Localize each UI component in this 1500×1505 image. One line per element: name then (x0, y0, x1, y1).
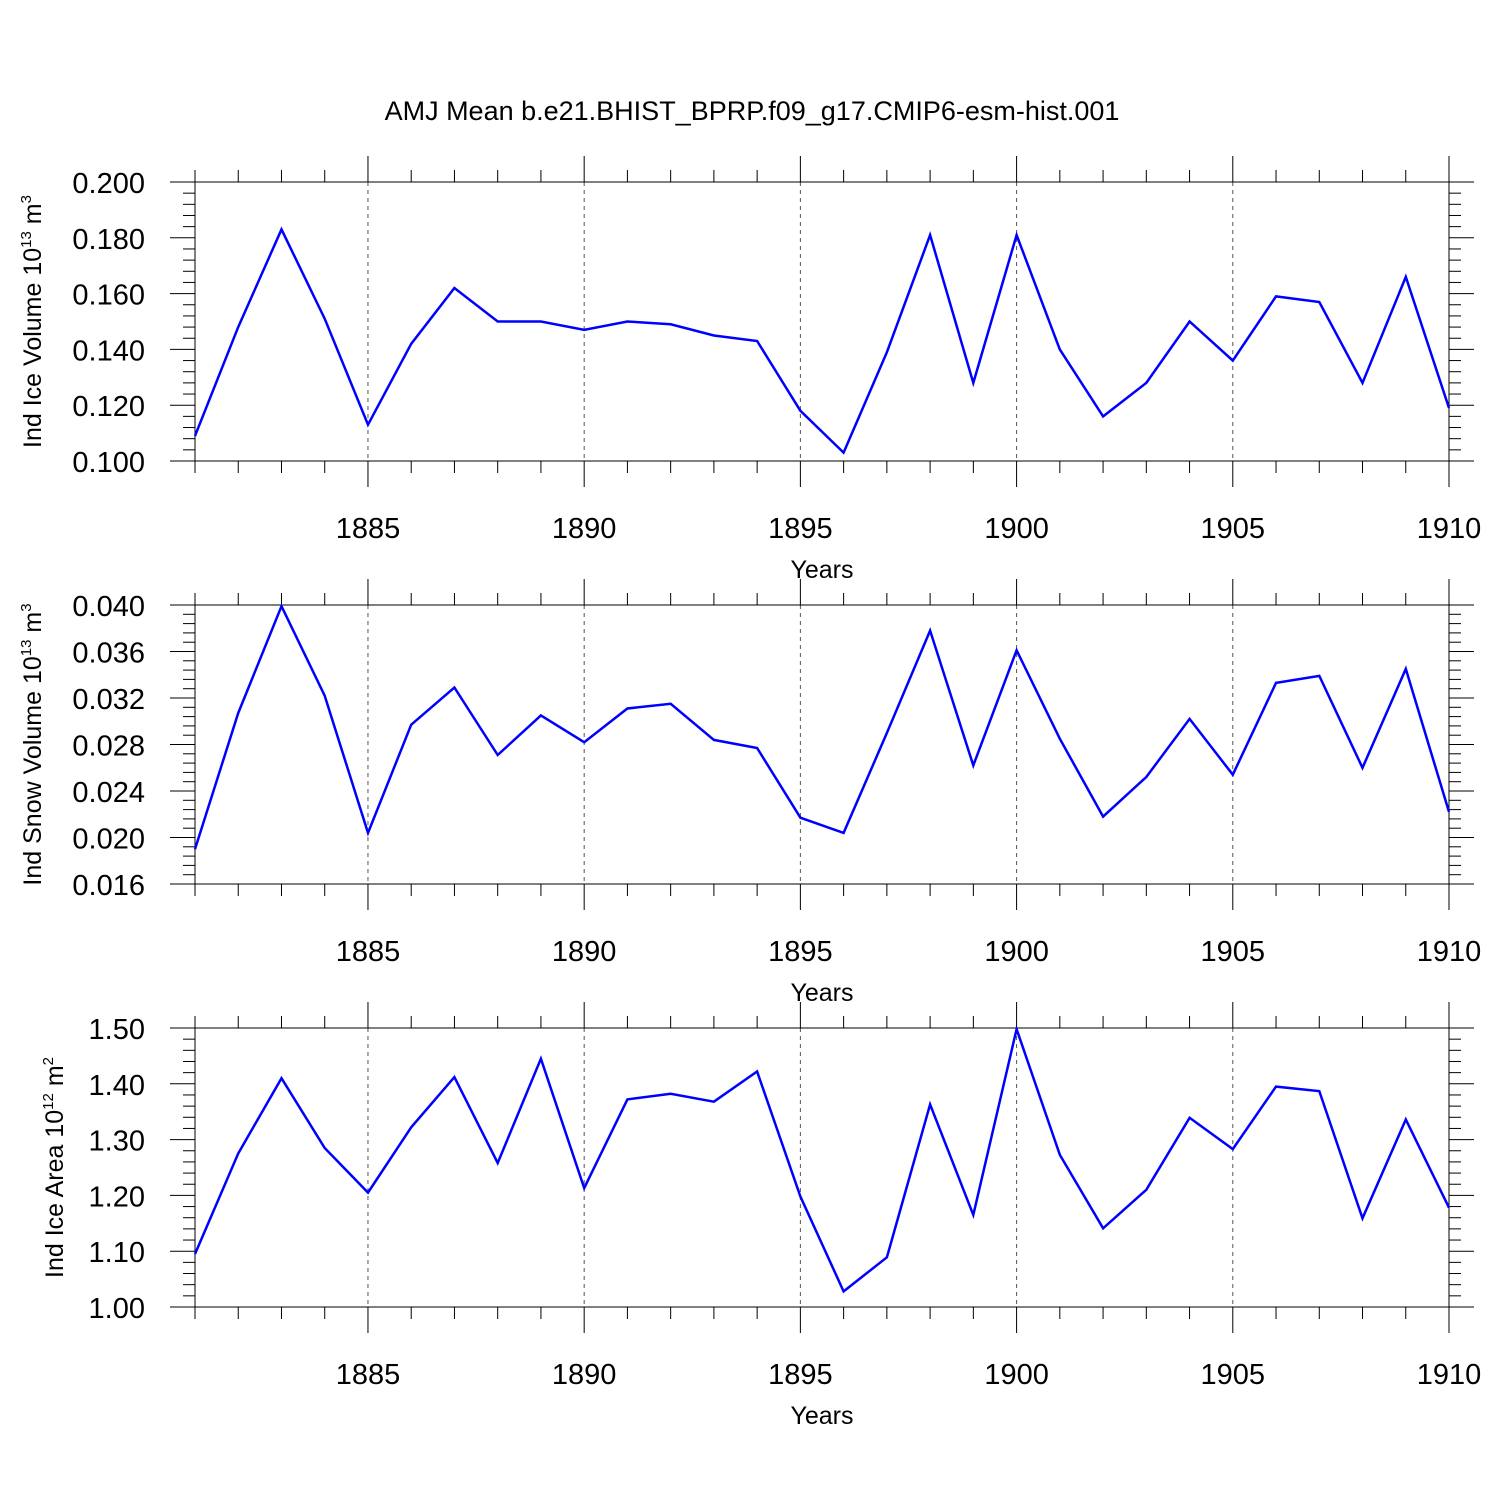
x-tick-label: 1895 (768, 513, 833, 545)
y-tick-label: 0.024 (72, 777, 145, 809)
y-tick-label: 0.100 (72, 447, 145, 479)
x-tick-label: 1885 (336, 513, 401, 545)
y-tick-label: 0.180 (72, 224, 145, 256)
page-title: AMJ Mean b.e21.BHIST_BPRP.f09_g17.CMIP6-… (385, 96, 1120, 126)
chart-panel-1: 0.100 0.120 0.140 0.160 0.180 0.200 1885 1890 18… (18, 156, 1481, 584)
y-tick-label: 1.50 (89, 1014, 145, 1046)
y-tick-label: 0.160 (72, 280, 145, 312)
chart-panel-3: 1.00 1.10 1.20 1.30 1.40 1.50 1885 1890 1895 1900… (40, 1002, 1481, 1430)
series-line (193, 603, 1451, 850)
y-tick-label: 0.040 (72, 591, 145, 623)
y-tick-label: 0.020 (72, 824, 145, 856)
x-tick-label: 1895 (768, 1359, 833, 1391)
x-tick-label: 1890 (552, 513, 617, 545)
y-axis-title: Ind Ice Volume 1013 m3 (18, 195, 47, 448)
x-tick-label: 1900 (984, 513, 1049, 545)
x-tick-label: 1900 (984, 1359, 1049, 1391)
series-line (193, 226, 1451, 455)
y-tick-label: 0.032 (72, 684, 145, 716)
x-tick-label: 1910 (1417, 1359, 1482, 1391)
x-tick-label: 1885 (336, 936, 401, 968)
y-tick-label: 0.140 (72, 335, 145, 367)
x-tick-label: 1890 (552, 1359, 617, 1391)
x-axis-title: Years (790, 556, 853, 584)
y-tick-label: 1.20 (89, 1181, 145, 1213)
y-axis-title: Ind Snow Volume 1013 m3 (18, 603, 47, 885)
series-line (193, 1024, 1451, 1294)
y-tick-label: 0.016 (72, 870, 145, 902)
x-tick-label: 1890 (552, 936, 617, 968)
y-tick-label: 1.40 (89, 1070, 145, 1102)
y-axis-title: Ind Ice Area 1012 m2 (40, 1057, 69, 1278)
y-tick-label: 1.30 (89, 1126, 145, 1158)
x-tick-label: 1905 (1201, 936, 1266, 968)
x-axis-title: Years (790, 979, 853, 1007)
x-tick-label: 1905 (1201, 513, 1266, 545)
y-tick-label: 1.00 (89, 1293, 145, 1325)
x-tick-label: 1885 (336, 1359, 401, 1391)
x-tick-label: 1910 (1417, 936, 1482, 968)
y-tick-label: 1.10 (89, 1237, 145, 1269)
x-tick-label: 1910 (1417, 513, 1482, 545)
y-tick-label: 0.200 (72, 168, 145, 200)
y-tick-label: 0.028 (72, 731, 145, 763)
x-tick-label: 1905 (1201, 1359, 1266, 1391)
x-tick-label: 1895 (768, 936, 833, 968)
y-tick-label: 0.036 (72, 638, 145, 670)
x-tick-label: 1900 (984, 936, 1049, 968)
chart-panel-2: 0.016 0.020 0.024 0.028 0.032 0.036 0.040 1885 1… (18, 579, 1481, 1007)
x-axis-title: Years (790, 1402, 853, 1430)
y-tick-label: 0.120 (72, 391, 145, 423)
